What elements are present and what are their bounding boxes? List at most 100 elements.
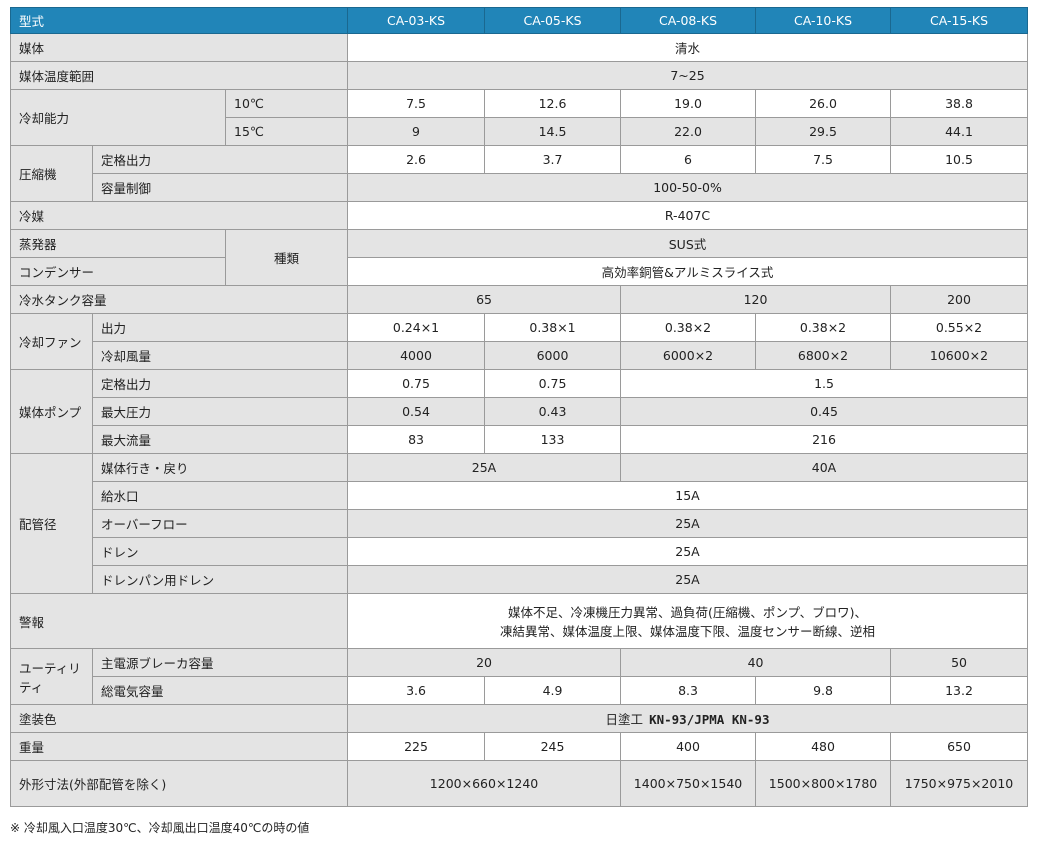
table-row: 冷水タンク容量 65 120 200 <box>9 285 1029 314</box>
alarm-line: 媒体不足、冷凍機圧力異常、過負荷(圧縮機、ポンプ、ブロワ)、 <box>508 605 868 620</box>
value-cell: 133 <box>484 425 622 454</box>
value-cell: 4.9 <box>484 676 622 705</box>
table-row: 媒体ポンプ 定格出力 0.75 0.75 1.5 <box>10 369 1029 454</box>
value-cell: 0.54 <box>347 397 486 426</box>
value-cell: 0.75 <box>484 369 622 398</box>
value-cell: 6000×2 <box>620 341 757 370</box>
row-sublabel: ドレン <box>91 537 349 566</box>
row-sublabel: 主電源ブレーカ容量 <box>91 648 349 677</box>
value-cell: 1200×660×1240 <box>347 760 622 807</box>
table-row: 冷却ファン 出力 0.24×1 0.38×1 0.38×2 0.38×2 0.55×2 <box>10 313 1029 370</box>
value-cell: 高効率銅管&アルミスライス式 <box>347 257 1029 286</box>
row-label: コンデンサー <box>10 257 226 286</box>
value-cell: 9 <box>347 117 486 146</box>
value-cell: 9.8 <box>755 676 892 705</box>
model-header: CA-08-KS <box>620 7 757 34</box>
row-sublabel: ドレンパン用ドレン <box>91 565 349 594</box>
value-cell: 40 <box>620 648 892 677</box>
table-row: 蒸発器 種類 SUS式 <box>10 229 1029 286</box>
value-cell: 12.6 <box>484 89 622 118</box>
row-label: 媒体 <box>9 33 349 62</box>
table-row: 警報 媒体不足、冷凍機圧力異常、過負荷(圧縮機、ポンプ、ブロワ)、 凍結異常、媒体温… <box>9 593 1029 649</box>
value-cell: 0.38×1 <box>484 313 622 342</box>
value-cell: 10600×2 <box>890 341 1029 370</box>
row-label: 外形寸法(外部配管を除く) <box>9 760 349 807</box>
value-cell: 15A <box>347 481 1029 510</box>
value-cell: 225 <box>347 732 486 761</box>
row-sublabel: 給水口 <box>91 481 349 510</box>
value-cell: 83 <box>347 425 486 454</box>
value-cell: 22.0 <box>620 117 757 146</box>
value-cell: 0.43 <box>484 397 622 426</box>
group-label: 種類 <box>224 229 349 286</box>
row-label: 冷水タンク容量 <box>9 285 349 314</box>
value-cell: 40A <box>620 453 1029 482</box>
group-label: 配管径 <box>10 453 93 594</box>
value-cell: 1400×750×1540 <box>620 760 757 807</box>
row-sublabel: 10℃ <box>224 89 349 118</box>
value-cell: 25A <box>347 537 1029 566</box>
value-cell: 3.6 <box>347 676 486 705</box>
group-label: 圧縮機 <box>10 145 93 202</box>
value-cell: 50 <box>890 648 1029 677</box>
model-header: CA-10-KS <box>755 7 892 34</box>
value-cell: 1750×975×2010 <box>890 760 1029 807</box>
spec-table: 型式 CA-03-KS CA-05-KS CA-08-KS CA-10-KS C… <box>9 7 1029 807</box>
value-cell: 6000 <box>484 341 622 370</box>
row-label: 警報 <box>9 593 349 649</box>
value-cell: 10.5 <box>890 145 1029 174</box>
value-cell: 7~25 <box>347 61 1029 90</box>
paint-value: 日塗工 KN-93/JPMA KN-93 <box>347 704 1029 733</box>
row-label: 蒸発器 <box>10 229 226 258</box>
table-row: 媒体 清水 <box>9 33 1029 62</box>
model-header: CA-05-KS <box>484 7 622 34</box>
value-cell: 0.55×2 <box>890 313 1029 342</box>
model-header: CA-15-KS <box>890 7 1029 34</box>
paint-standard: 日塗工 <box>605 712 644 727</box>
value-cell: 2.6 <box>347 145 486 174</box>
table-row: 圧縮機 定格出力 2.6 3.7 6 7.5 10.5 <box>10 145 1029 202</box>
group-label: 冷却ファン <box>10 313 93 370</box>
row-label: 媒体温度範囲 <box>9 61 349 90</box>
row-sublabel: 最大圧力 <box>91 397 349 426</box>
value-cell: 8.3 <box>620 676 757 705</box>
value-cell: 0.38×2 <box>755 313 892 342</box>
value-cell: 7.5 <box>347 89 486 118</box>
table-row: 最大流量 83 133 216 <box>11 425 1029 454</box>
model-header: CA-03-KS <box>347 7 486 34</box>
table-row: ドレン 25A <box>11 537 1029 566</box>
value-cell: 650 <box>890 732 1029 761</box>
row-sublabel: 総電気容量 <box>91 676 349 705</box>
row-label: 冷媒 <box>9 201 349 230</box>
alarm-line: 凍結異常、媒体温度上限、媒体温度下限、温度センサー断線、逆相 <box>500 624 876 639</box>
table-row: 外形寸法(外部配管を除く) 1200×660×1240 1400×750×1540 1… <box>9 760 1029 807</box>
value-cell: 0.24×1 <box>347 313 486 342</box>
model-label: 型式 <box>9 7 349 34</box>
table-row: 冷却風量 4000 6000 6000×2 6800×2 10600×2 <box>11 341 1029 370</box>
table-row: 冷媒 R-407C <box>9 201 1029 230</box>
value-cell: 20 <box>347 648 622 677</box>
value-cell: 44.1 <box>890 117 1029 146</box>
value-cell: 245 <box>484 732 622 761</box>
row-sublabel: 定格出力 <box>91 145 349 174</box>
table-row: 重量 225 245 400 480 650 <box>9 732 1029 761</box>
value-cell: 25A <box>347 565 1029 594</box>
table-row: コンデンサー 高効率銅管&アルミスライス式 <box>10 257 1029 286</box>
alarm-value: 媒体不足、冷凍機圧力異常、過負荷(圧縮機、ポンプ、ブロワ)、 凍結異常、媒体温度上… <box>347 593 1029 649</box>
value-cell: SUS式 <box>347 229 1029 258</box>
table-row: 配管径 媒体行き・戻り 25A 40A <box>10 453 1029 594</box>
value-cell: 0.45 <box>620 397 1029 426</box>
row-sublabel: 定格出力 <box>91 369 349 398</box>
group-label: ユーティリティ <box>10 648 93 705</box>
table-row: 15℃ 9 14.5 22.0 29.5 44.1 <box>11 117 1029 146</box>
row-label: 重量 <box>9 732 349 761</box>
value-cell: 清水 <box>347 33 1029 62</box>
group-label: 媒体ポンプ <box>10 369 93 454</box>
row-label: 塗装色 <box>9 704 349 733</box>
value-cell: 25A <box>347 453 622 482</box>
value-cell: 1500×800×1780 <box>755 760 892 807</box>
table-row: 媒体温度範囲 7~25 <box>9 61 1029 90</box>
row-sublabel: 冷却風量 <box>91 341 349 370</box>
table-row: ドレンパン用ドレン 25A <box>11 565 1029 594</box>
table-row: 総電気容量 3.6 4.9 8.3 9.8 13.2 <box>11 676 1029 705</box>
